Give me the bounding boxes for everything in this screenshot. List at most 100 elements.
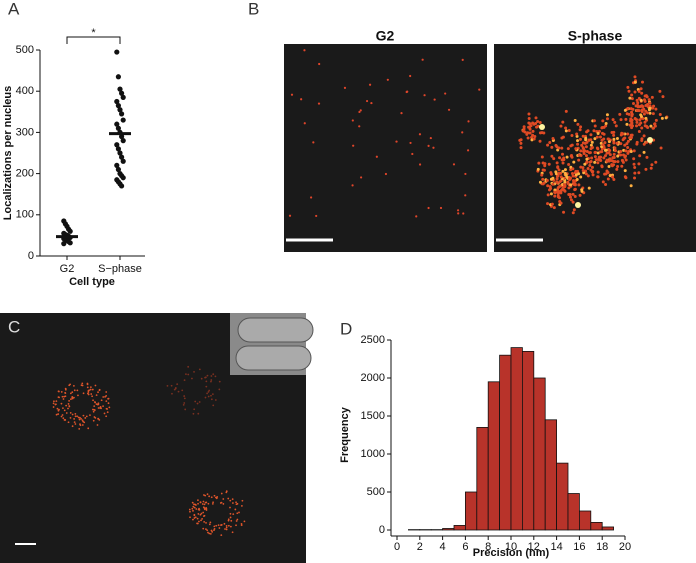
localization — [635, 140, 639, 144]
localization — [649, 124, 653, 128]
localization — [607, 144, 611, 148]
localization — [574, 173, 578, 177]
localization — [406, 90, 409, 93]
localization — [609, 158, 613, 162]
localization — [241, 499, 244, 502]
localization — [637, 130, 641, 134]
localization — [229, 499, 232, 502]
localization — [202, 500, 205, 503]
data-point — [115, 103, 121, 109]
localization — [570, 155, 574, 159]
localization — [623, 143, 627, 147]
localization — [201, 517, 204, 520]
localization — [639, 99, 643, 103]
localization — [209, 532, 212, 535]
y-tick-label: 500 — [16, 44, 34, 56]
localization — [227, 524, 230, 527]
localization — [60, 391, 63, 393]
localization — [210, 529, 213, 532]
localization — [203, 494, 205, 496]
localization — [635, 118, 639, 122]
localization — [633, 80, 637, 84]
x-tick-label: 12 — [528, 541, 540, 553]
localization — [578, 137, 582, 141]
localization — [197, 499, 199, 502]
localization — [536, 167, 540, 171]
localization — [194, 400, 197, 403]
localization — [629, 149, 633, 153]
localization — [658, 89, 662, 93]
localization — [527, 112, 531, 116]
localization — [68, 405, 71, 408]
localization — [651, 112, 655, 116]
localization — [552, 206, 556, 210]
localization — [67, 407, 69, 410]
localization — [581, 141, 585, 145]
localization — [556, 165, 560, 169]
localization — [360, 176, 363, 179]
localization — [605, 159, 609, 163]
localization — [189, 510, 191, 513]
localization — [89, 388, 92, 391]
localization — [352, 144, 355, 147]
localization — [214, 496, 217, 499]
localization — [82, 392, 85, 395]
localization — [633, 165, 637, 169]
localization — [81, 382, 84, 385]
localization — [84, 417, 87, 419]
data-point — [117, 86, 123, 92]
localization — [229, 516, 232, 519]
localization — [96, 424, 99, 426]
localization — [594, 158, 598, 162]
localization — [644, 167, 648, 171]
localization — [205, 521, 207, 524]
localization — [197, 502, 199, 505]
localization — [210, 379, 213, 381]
localization — [527, 116, 531, 120]
localization — [626, 107, 630, 111]
localization — [561, 120, 565, 124]
localization — [198, 368, 201, 371]
localization — [630, 97, 634, 101]
localization — [633, 75, 637, 79]
localization — [571, 200, 575, 204]
localization — [191, 507, 194, 510]
localization — [238, 511, 240, 514]
localization — [571, 192, 575, 196]
localization — [586, 174, 590, 178]
localization — [614, 124, 618, 128]
localization — [201, 503, 204, 505]
localization — [93, 416, 96, 418]
localization — [182, 403, 185, 406]
localization — [613, 120, 617, 124]
localization — [211, 393, 214, 396]
localization — [212, 373, 215, 376]
localization — [203, 503, 206, 506]
localization — [197, 412, 200, 415]
x-tick-label: 4 — [440, 541, 446, 553]
localization — [236, 502, 239, 505]
localization — [214, 399, 217, 401]
localization — [541, 161, 545, 165]
localization — [102, 405, 104, 408]
data-point — [120, 117, 126, 123]
x-tick-label: 14 — [550, 541, 562, 553]
localization — [565, 155, 569, 159]
localization — [64, 395, 67, 398]
localization — [64, 391, 67, 394]
localization — [105, 415, 108, 418]
localization — [561, 152, 565, 156]
localization — [620, 158, 624, 162]
localization — [630, 121, 634, 125]
localization — [91, 395, 94, 398]
localization — [640, 108, 644, 112]
localization — [567, 162, 571, 166]
localization — [580, 189, 584, 193]
localization — [220, 492, 223, 495]
localization — [585, 149, 589, 153]
localization — [220, 524, 222, 526]
localization — [608, 153, 612, 157]
localization — [73, 418, 76, 420]
localization — [103, 412, 106, 415]
y-axis-label: Frequency — [339, 406, 351, 463]
